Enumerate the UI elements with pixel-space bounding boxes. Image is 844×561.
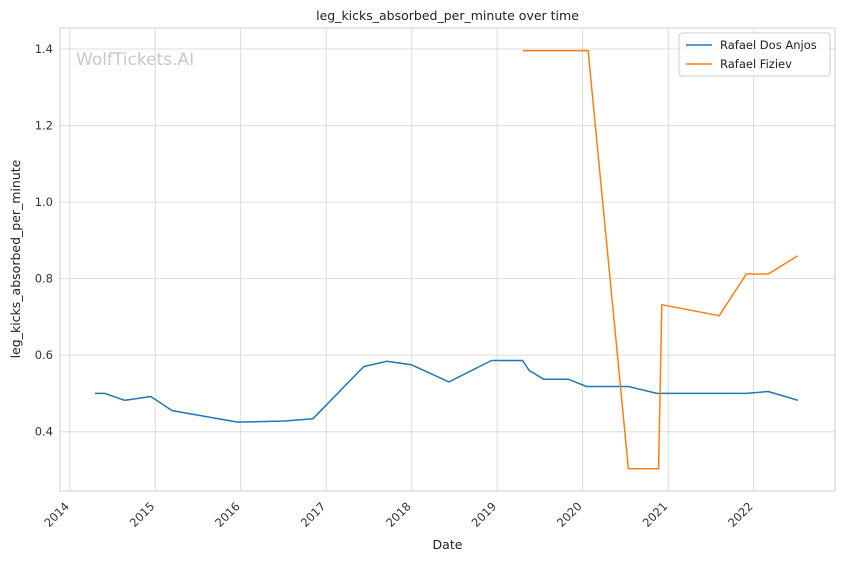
y-tick-label: 1.0 — [35, 195, 53, 209]
data-point-rafael-dos-anjos — [94, 392, 96, 394]
data-point-rafael-fiziev — [627, 468, 629, 470]
data-point-rafael-dos-anjos — [567, 378, 569, 380]
data-point-rafael-dos-anjos — [543, 378, 545, 380]
data-point-rafael-dos-anjos — [797, 399, 799, 401]
grid — [60, 28, 835, 491]
y-tick-label: 0.8 — [35, 272, 53, 286]
data-point-rafael-fiziev — [657, 468, 659, 470]
data-point-rafael-dos-anjos — [123, 399, 125, 401]
chart-title: leg_kicks_absorbed_per_minute over time — [316, 8, 579, 23]
y-tick-label: 1.2 — [35, 119, 53, 133]
data-point-rafael-dos-anjos — [448, 381, 450, 383]
legend-box — [678, 32, 831, 77]
data-point-rafael-dos-anjos — [490, 359, 492, 361]
data-point-rafael-dos-anjos — [656, 392, 658, 394]
data-point-rafael-fiziev — [587, 49, 589, 51]
data-point-rafael-dos-anjos — [767, 390, 769, 392]
data-point-rafael-fiziev — [553, 49, 555, 51]
data-point-rafael-dos-anjos — [171, 409, 173, 411]
data-point-rafael-dos-anjos — [528, 369, 530, 371]
x-axis-label: Date — [433, 537, 463, 552]
data-point-rafael-fiziev — [521, 49, 523, 51]
data-point-rafael-fiziev — [767, 273, 769, 275]
data-point-rafael-dos-anjos — [236, 421, 238, 423]
data-point-rafael-dos-anjos — [585, 385, 587, 387]
y-tick-label: 1.4 — [35, 42, 53, 56]
watermark: WolfTickets.AI — [76, 50, 194, 70]
data-point-rafael-dos-anjos — [521, 359, 523, 361]
data-point-rafael-dos-anjos — [104, 392, 106, 394]
data-point-rafael-dos-anjos — [283, 420, 285, 422]
data-point-rafael-dos-anjos — [150, 395, 152, 397]
plot-frame — [59, 27, 836, 492]
data-point-rafael-dos-anjos — [386, 360, 388, 362]
y-tick-label: 0.6 — [35, 348, 53, 362]
data-point-rafael-fiziev — [718, 315, 720, 317]
data-point-rafael-fiziev — [745, 273, 747, 275]
data-point-rafael-fiziev — [661, 304, 663, 306]
data-point-rafael-dos-anjos — [745, 392, 747, 394]
data-point-rafael-fiziev — [797, 255, 799, 257]
data-point-rafael-dos-anjos — [627, 385, 629, 387]
legend-label-rafael-dos-anjos: Rafael Dos Anjos — [720, 38, 817, 52]
y-axis-ticks: 0.4 0.6 0.8 1.0 1.2 1.4 — [35, 42, 53, 439]
series-lines — [94, 49, 799, 470]
legend: Rafael Dos Anjos Rafael Fiziev — [678, 32, 831, 77]
legend-label-rafael-fiziev: Rafael Fiziev — [720, 57, 792, 71]
data-point-rafael-dos-anjos — [363, 365, 365, 367]
series-line-rafael-fiziev — [522, 49, 799, 470]
data-point-rafael-dos-anjos — [410, 364, 412, 366]
y-axis-label: leg_kicks_absorbed_per_minute — [8, 159, 23, 358]
data-point-rafael-dos-anjos — [718, 392, 720, 394]
data-point-rafael-dos-anjos — [312, 418, 314, 420]
series-line-rafael-dos-anjos — [95, 359, 799, 423]
y-tick-label: 0.4 — [35, 425, 53, 439]
